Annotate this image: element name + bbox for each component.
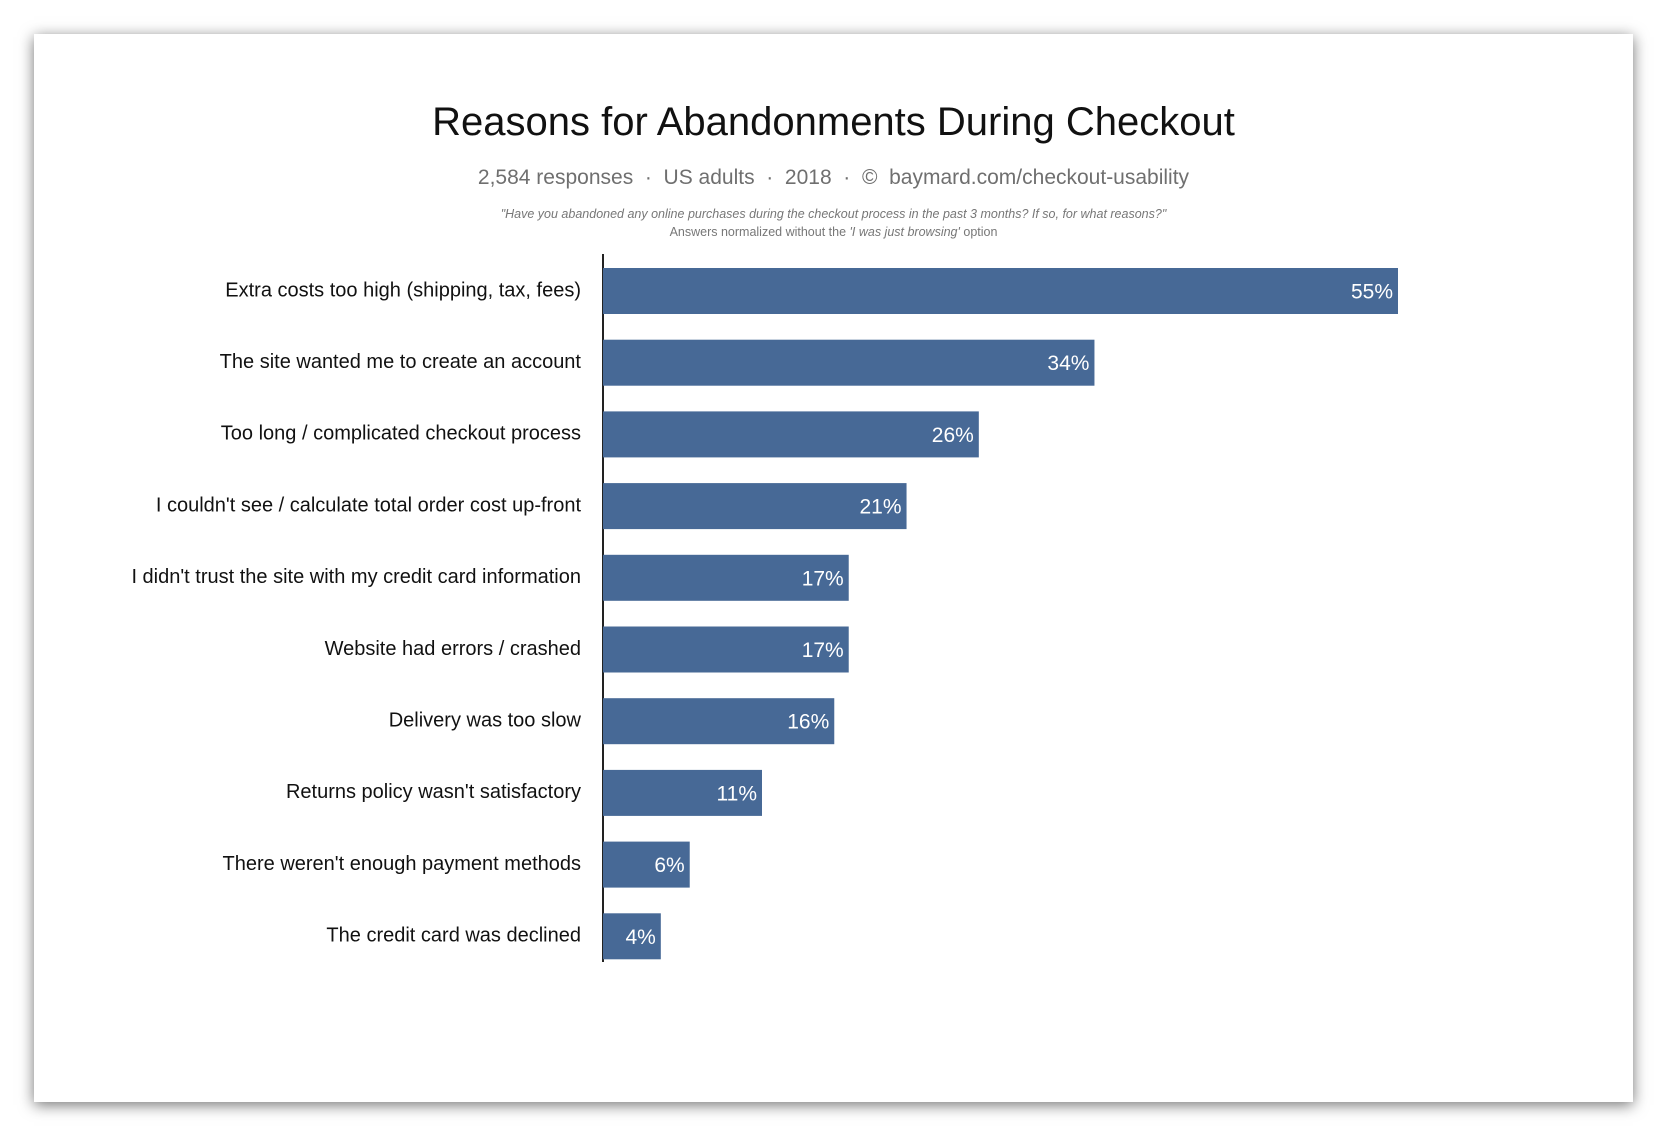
category-label-5: Website had errors / crashed <box>325 638 581 660</box>
bar-9 <box>603 913 661 960</box>
category-label-4: I didn't trust the site with my credit c… <box>131 566 581 588</box>
value-label-3: 21% <box>860 496 902 519</box>
note-emphasis: 'I was just browsing' <box>849 225 960 239</box>
category-label-2: Too long / complicated checkout process <box>221 423 581 445</box>
bar-chart: Extra costs too high (shipping, tax, fee… <box>131 254 1398 962</box>
bar-7 <box>603 769 762 816</box>
category-label-7: Returns policy wasn't satisfactory <box>286 781 581 803</box>
note-text-after: option <box>959 225 998 239</box>
value-label-2: 26% <box>932 424 974 447</box>
value-label-0: 55% <box>1351 281 1393 304</box>
value-label-7: 11% <box>717 782 757 805</box>
bar-8 <box>603 841 690 888</box>
bar-4 <box>603 554 849 601</box>
category-label-9: The credit card was declined <box>326 925 581 947</box>
bar-5 <box>603 626 849 673</box>
category-label-1: The site wanted me to create an account <box>220 351 582 373</box>
category-label-3: I couldn't see / calculate total order c… <box>156 494 582 516</box>
chart-subtitle: 2,584 responses · US adults · 2018 · © b… <box>477 166 1190 189</box>
bar-1 <box>603 339 1095 386</box>
value-label-8: 6% <box>654 854 684 877</box>
category-label-8: There weren't enough payment methods <box>223 853 581 875</box>
bar-0 <box>603 268 1398 314</box>
chart-title: Reasons for Abandonments During Checkout <box>432 100 1235 144</box>
value-label-9: 4% <box>625 926 655 949</box>
bar-2 <box>603 411 979 458</box>
value-label-6: 16% <box>787 711 829 734</box>
normalization-note: Answers normalized without the 'I was ju… <box>34 225 1633 239</box>
value-label-4: 17% <box>802 567 844 590</box>
bar-6 <box>603 698 835 745</box>
category-label-6: Delivery was too slow <box>389 709 582 731</box>
value-label-5: 17% <box>802 639 844 662</box>
category-label-0: Extra costs too high (shipping, tax, fee… <box>225 279 581 301</box>
chart-card: Reasons for Abandonments During Checkout… <box>34 34 1633 1102</box>
bar-3 <box>603 483 907 530</box>
survey-question: "Have you abandoned any online purchases… <box>500 207 1167 221</box>
note-text-before: Answers normalized without the <box>669 225 850 239</box>
value-label-1: 34% <box>1047 352 1089 375</box>
